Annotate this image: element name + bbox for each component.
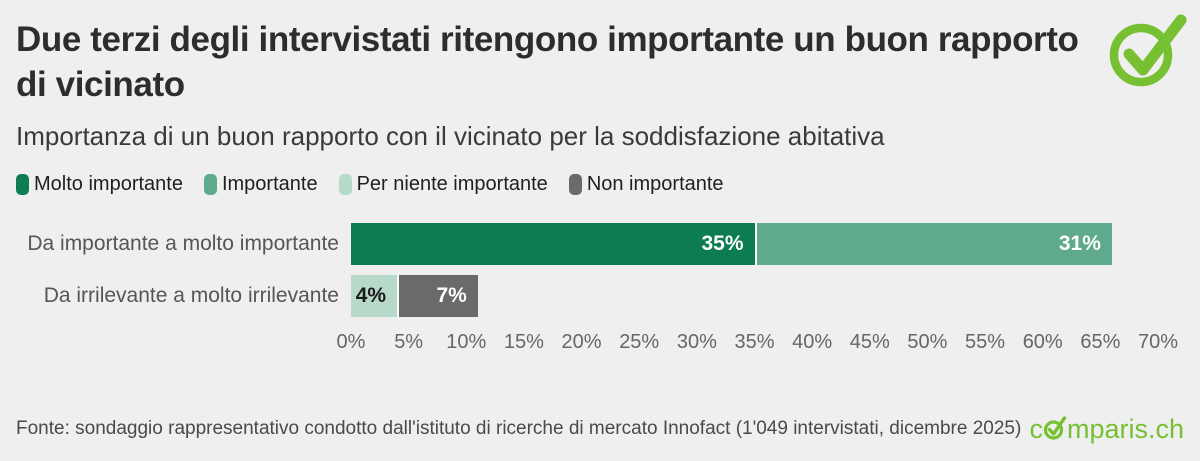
legend-swatch-icon xyxy=(16,173,29,195)
legend-label: Non importante xyxy=(586,172,724,195)
legend-label: Per niente importante xyxy=(356,172,548,195)
comparis-logo[interactable]: c mparis.ch xyxy=(1029,412,1184,446)
bar-segment: 35% xyxy=(351,222,755,265)
bar-track: 35% 31% xyxy=(351,222,1158,265)
axis-tick-label: 70% xyxy=(1137,330,1179,353)
legend-item: Molto importante xyxy=(16,173,183,196)
segment-value-label: 35% xyxy=(701,231,744,255)
legend-swatch-icon xyxy=(203,173,217,195)
logo-text-suffix: mparis.ch xyxy=(1066,413,1184,444)
bar-chart: Da importante a molto importante 35% 31% Da… xyxy=(16,222,1184,317)
axis-tick-label: 50% xyxy=(907,330,948,353)
axis-tick-label: 30% xyxy=(676,330,717,353)
segment-value-label: 31% xyxy=(1058,231,1101,255)
legend-label: Molto importante xyxy=(34,172,183,195)
chart-legend: Molto importante Importante Per niente imp… xyxy=(16,173,1184,196)
bar-segment: 4% xyxy=(351,274,398,317)
chart-row: Da importante a molto importante 35% 31% xyxy=(16,222,1184,265)
logo-text-prefix: c xyxy=(1029,413,1043,444)
segment-value-label: 7% xyxy=(436,283,467,307)
legend-swatch-icon xyxy=(338,173,352,195)
axis-tick-label: 25% xyxy=(619,330,660,353)
legend-item: Per niente importante xyxy=(338,172,548,196)
axis-tick-label: 15% xyxy=(503,330,544,353)
category-label: Da irrilevante a molto irrilevante xyxy=(43,283,339,307)
axis-tick-label: 10% xyxy=(446,330,487,353)
axis-tick-label: 35% xyxy=(734,330,775,353)
bar-segment: 7% xyxy=(397,274,478,317)
legend-item: Non importante xyxy=(568,172,724,196)
axis-tick-label: 60% xyxy=(1022,330,1063,353)
bar-track-wrap: 35% 31% xyxy=(351,222,1184,265)
legend-swatch-icon xyxy=(568,173,582,195)
axis-tick-label: 0% xyxy=(336,330,366,353)
check-circle-icon xyxy=(1107,13,1187,89)
axis-tick-label: 20% xyxy=(561,330,602,353)
footer: Fonte: sondaggio rappresentativo condott… xyxy=(16,412,1184,446)
legend-item: Importante xyxy=(203,172,318,196)
page-title: Due terzi degli intervistati ritengono i… xyxy=(16,20,1079,104)
chart-subtitle: Importanza di un buon rapporto con il vi… xyxy=(16,120,885,151)
chart-row: Da irrilevante a molto irrilevante 4% 7% xyxy=(16,274,1184,317)
legend-label: Importante xyxy=(221,172,318,195)
category-label: Da importante a molto importante xyxy=(27,231,339,255)
axis-tick-label: 55% xyxy=(965,330,1006,353)
bar-track-wrap: 4% 7% xyxy=(351,274,1184,317)
axis-tick-label: 65% xyxy=(1080,330,1121,353)
segment-value-label: 4% xyxy=(355,283,387,307)
bar-track: 4% 7% xyxy=(351,274,1158,317)
x-axis: 0% 5% 10% 15% 20% 25% 30% 35% 40% 45% 50% 55% 60% 65%… xyxy=(337,330,1178,359)
axis-tick-label: 45% xyxy=(849,330,890,353)
axis-tick-label: 5% xyxy=(394,330,424,353)
logo-check-o-icon xyxy=(1043,414,1067,446)
bar-segment: 31% xyxy=(754,222,1112,265)
source-note: Fonte: sondaggio rappresentativo condott… xyxy=(16,418,1022,439)
axis-tick-label: 40% xyxy=(792,330,833,353)
